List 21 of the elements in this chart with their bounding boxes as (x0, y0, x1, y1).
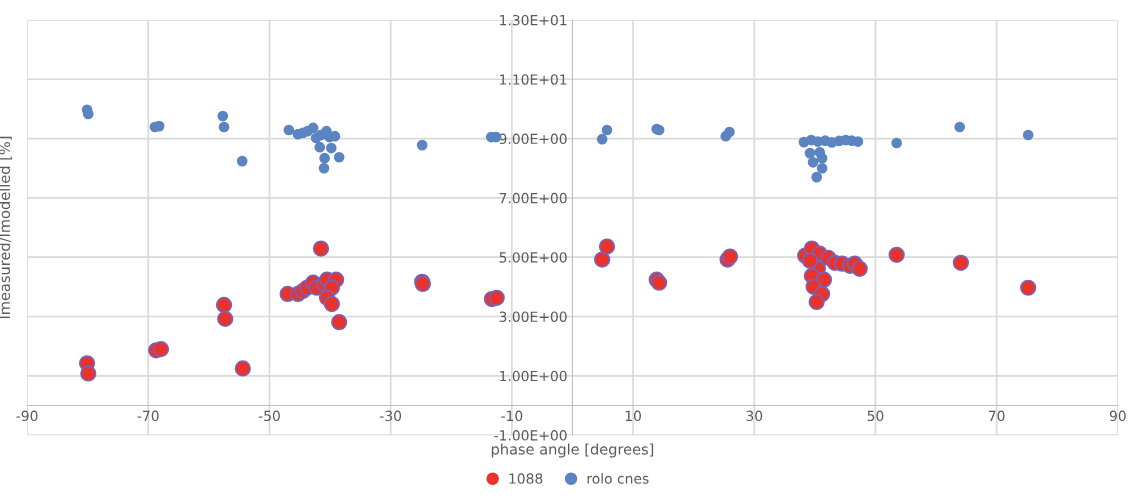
y-tick-label: 9.00E+00 (499, 133, 567, 145)
x-tick-label: 10 (625, 410, 641, 422)
x-tick-label: 90 (1109, 410, 1126, 422)
legend-label: rolo cnes (587, 473, 649, 484)
x-axis-title: phase angle [degrees] (491, 443, 654, 458)
y-tick-label: 3.00E+00 (499, 311, 567, 322)
y-tick-label: 1.00E+00 (500, 370, 567, 382)
x-tick-label: -70 (137, 410, 159, 422)
x-tick-label: -50 (258, 410, 280, 422)
legend-label: 1088 (509, 473, 543, 484)
x-tick-label: 30 (746, 410, 763, 422)
y-tick-label: 1.30E+01 (500, 14, 567, 26)
y-tick-label: 1.10E+01 (500, 74, 567, 85)
x-tick-label: 70 (988, 410, 1005, 422)
x-tick-label: -30 (380, 410, 402, 422)
x-tick-label: -10 (501, 410, 523, 422)
y-tick-label: -1.00E+00 (494, 430, 567, 441)
y-tick-label: 7.00E+00 (499, 192, 567, 204)
x-tick-label: 50 (867, 410, 884, 422)
y-tick-label: 5.00E+00 (499, 252, 567, 263)
x-tick-label: -90 (16, 410, 38, 422)
